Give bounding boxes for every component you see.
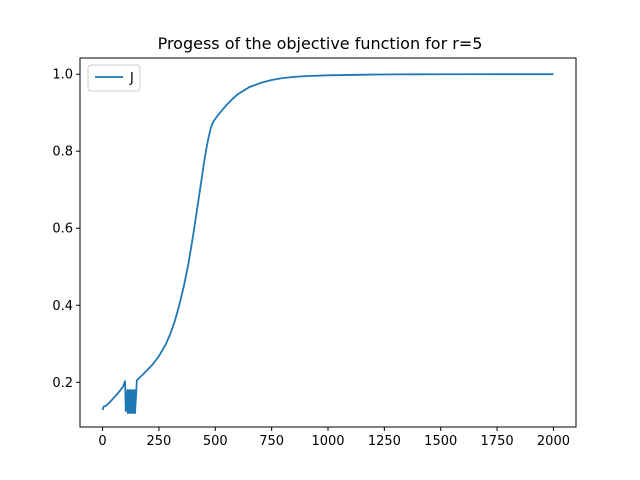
y-tick-label: 0.2 <box>52 376 73 391</box>
x-tick-label: 2000 <box>537 434 570 449</box>
x-tick-label: 1000 <box>311 434 344 449</box>
series-line-J <box>101 73 554 415</box>
y-tick-label: 0.6 <box>52 222 73 237</box>
y-tick-label: 0.4 <box>52 299 73 314</box>
legend-label-J: J <box>129 71 134 86</box>
axes-frame <box>79 57 577 428</box>
y-tick-label: 1.0 <box>52 68 73 83</box>
y-tick-label: 0.8 <box>52 145 73 160</box>
x-tick-label: 1250 <box>368 434 401 449</box>
x-tick-label: 500 <box>203 434 228 449</box>
plot-area: 0 250 500 750 1000 1250 1500 1750 2000 0.2 0.4 0.6… <box>52 57 577 449</box>
x-tick-label: 1500 <box>424 434 457 449</box>
x-tick-label: 1750 <box>481 434 514 449</box>
x-tick-label: 250 <box>146 434 171 449</box>
x-tick-label: 750 <box>259 434 284 449</box>
series-layer <box>101 73 554 415</box>
x-axis-ticks: 0 250 500 750 1000 1250 1500 1750 2000 <box>98 427 570 449</box>
y-axis-ticks: 0.2 0.4 0.6 0.8 1.0 <box>52 68 80 391</box>
x-tick-label: 0 <box>98 434 106 449</box>
chart-title: Progess of the objective function for r=… <box>158 34 483 53</box>
legend-box <box>87 64 141 92</box>
legend: J <box>87 64 141 92</box>
